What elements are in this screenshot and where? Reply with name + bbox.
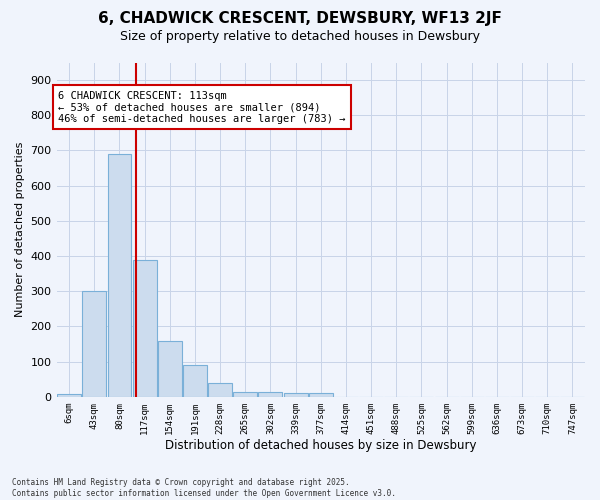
Bar: [57, 394, 81, 397]
Bar: [259, 392, 283, 397]
Bar: [158, 341, 182, 397]
Text: Contains HM Land Registry data © Crown copyright and database right 2025.
Contai: Contains HM Land Registry data © Crown c…: [12, 478, 396, 498]
Bar: [208, 384, 232, 397]
Bar: [309, 394, 333, 397]
Bar: [284, 394, 308, 397]
Y-axis label: Number of detached properties: Number of detached properties: [15, 142, 25, 318]
Bar: [233, 392, 257, 397]
Bar: [133, 260, 157, 397]
Text: 6, CHADWICK CRESCENT, DEWSBURY, WF13 2JF: 6, CHADWICK CRESCENT, DEWSBURY, WF13 2JF: [98, 12, 502, 26]
Text: 6 CHADWICK CRESCENT: 113sqm
← 53% of detached houses are smaller (894)
46% of se: 6 CHADWICK CRESCENT: 113sqm ← 53% of det…: [58, 90, 345, 124]
Bar: [107, 154, 131, 397]
Text: Size of property relative to detached houses in Dewsbury: Size of property relative to detached ho…: [120, 30, 480, 43]
X-axis label: Distribution of detached houses by size in Dewsbury: Distribution of detached houses by size …: [165, 440, 476, 452]
Bar: [82, 292, 106, 397]
Bar: [183, 365, 207, 397]
